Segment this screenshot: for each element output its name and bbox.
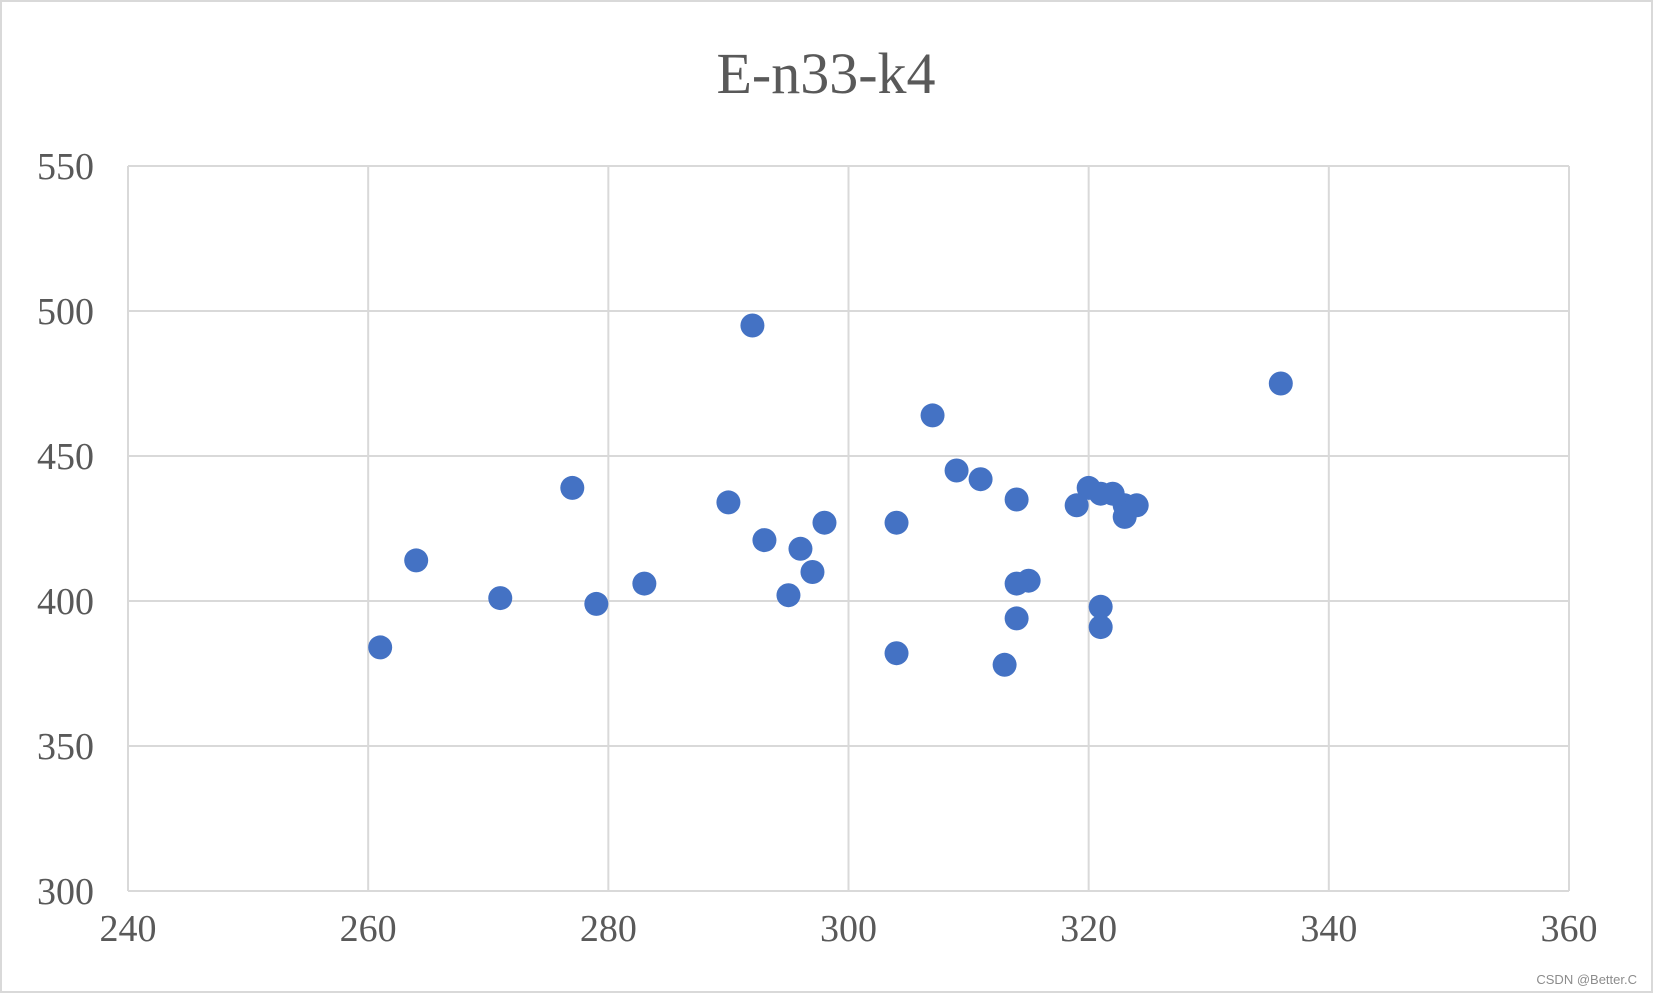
- data-point: [752, 528, 777, 553]
- data-point: [716, 490, 741, 515]
- chart-title: E-n33-k4: [716, 41, 935, 106]
- y-tick-label: 350: [37, 726, 94, 768]
- data-point: [884, 641, 909, 666]
- tick-labels: 240 260 280 300 320 340 360 300 350 400 450 500 550: [37, 146, 1598, 950]
- x-tick-label: 280: [580, 908, 637, 950]
- data-point: [788, 536, 813, 561]
- data-point: [1088, 615, 1113, 640]
- x-tick-label: 260: [340, 908, 397, 950]
- data-point: [488, 586, 513, 611]
- data-point: [1004, 487, 1029, 512]
- data-point: [584, 591, 609, 616]
- data-point: [1004, 606, 1029, 631]
- watermark: CSDN @Better.C: [1536, 972, 1637, 987]
- data-point: [920, 403, 945, 428]
- x-tick-label: 300: [820, 908, 877, 950]
- data-point: [992, 652, 1017, 677]
- data-point: [1268, 371, 1293, 396]
- data-point: [1004, 571, 1029, 596]
- data-point: [884, 510, 909, 535]
- data-point: [812, 510, 837, 535]
- data-point: [368, 635, 393, 660]
- y-tick-label: 300: [37, 871, 94, 913]
- gridlines: [127, 165, 1570, 892]
- x-tick-label: 340: [1300, 908, 1357, 950]
- x-tick-label: 320: [1060, 908, 1117, 950]
- x-tick-label: 360: [1541, 908, 1598, 950]
- data-point: [944, 458, 969, 483]
- y-tick-label: 500: [37, 291, 94, 333]
- x-tick-label: 240: [100, 908, 157, 950]
- data-point: [1064, 493, 1089, 518]
- y-tick-label: 550: [37, 146, 94, 188]
- data-point: [968, 467, 993, 492]
- y-tick-label: 450: [37, 436, 94, 478]
- data-point: [632, 571, 657, 596]
- y-tick-label: 400: [37, 581, 94, 623]
- data-point: [404, 548, 429, 573]
- data-point: [776, 583, 801, 608]
- data-points: [368, 313, 1293, 677]
- data-point: [560, 475, 585, 500]
- data-point: [740, 313, 765, 338]
- data-point: [1112, 504, 1137, 529]
- data-point: [800, 560, 825, 584]
- data-point: [1088, 594, 1113, 619]
